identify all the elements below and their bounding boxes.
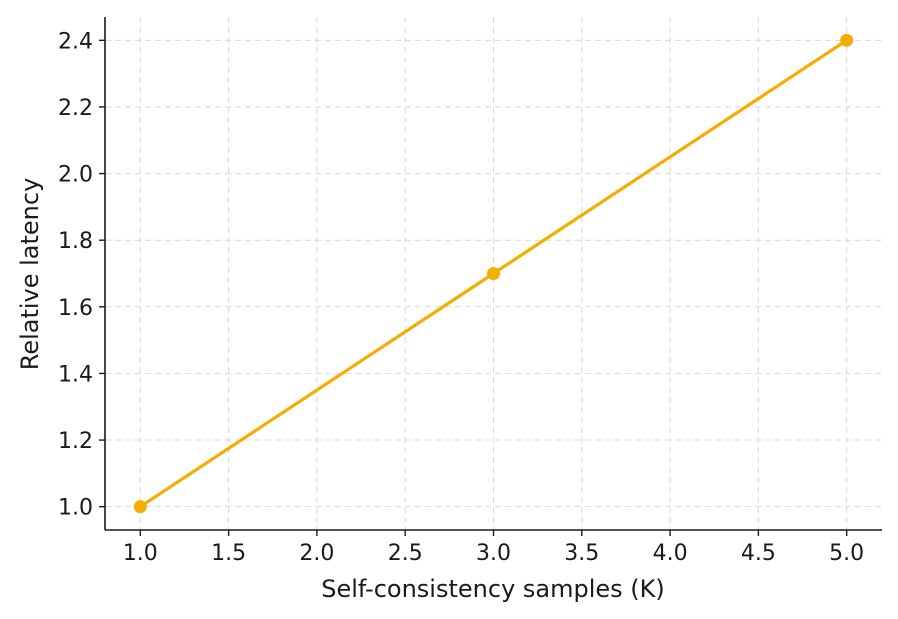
- y-axis-ticks: 1.0 1.2 1.4 1.6 1.8 2.0 2.2 2.4: [58, 29, 105, 521]
- y-tick-label: 1.0: [58, 496, 93, 521]
- y-tick-label: 2.4: [58, 29, 93, 54]
- x-tick-label: 2.0: [299, 541, 334, 566]
- x-tick-label: 4.5: [741, 541, 776, 566]
- data-point: [487, 267, 500, 280]
- series-group: [133, 33, 854, 514]
- y-tick-label: 1.2: [58, 429, 93, 454]
- x-tick-label: 1.5: [211, 541, 246, 566]
- grid: [105, 17, 882, 530]
- y-tick-label: 1.6: [58, 296, 93, 321]
- y-tick-label: 2.0: [58, 163, 93, 188]
- x-tick-label: 3.5: [564, 541, 599, 566]
- x-tick-label: 3.0: [476, 541, 511, 566]
- x-tick-label: 5.0: [829, 541, 864, 566]
- x-tick-label: 2.5: [388, 541, 423, 566]
- data-point: [133, 500, 147, 514]
- y-tick-label: 2.2: [58, 96, 93, 121]
- y-tick-label: 1.8: [58, 229, 93, 254]
- y-tick-label: 1.4: [58, 362, 93, 387]
- data-point: [840, 33, 854, 47]
- x-axis-ticks: 1.0 1.5 2.0 2.5 3.0 3.5 4.0 4.5 5.0: [123, 530, 864, 566]
- x-tick-label: 1.0: [123, 541, 158, 566]
- x-axis-label: Self-consistency samples (K): [321, 575, 665, 603]
- x-tick-label: 4.0: [653, 541, 688, 566]
- y-axis-label: Relative latency: [16, 178, 44, 371]
